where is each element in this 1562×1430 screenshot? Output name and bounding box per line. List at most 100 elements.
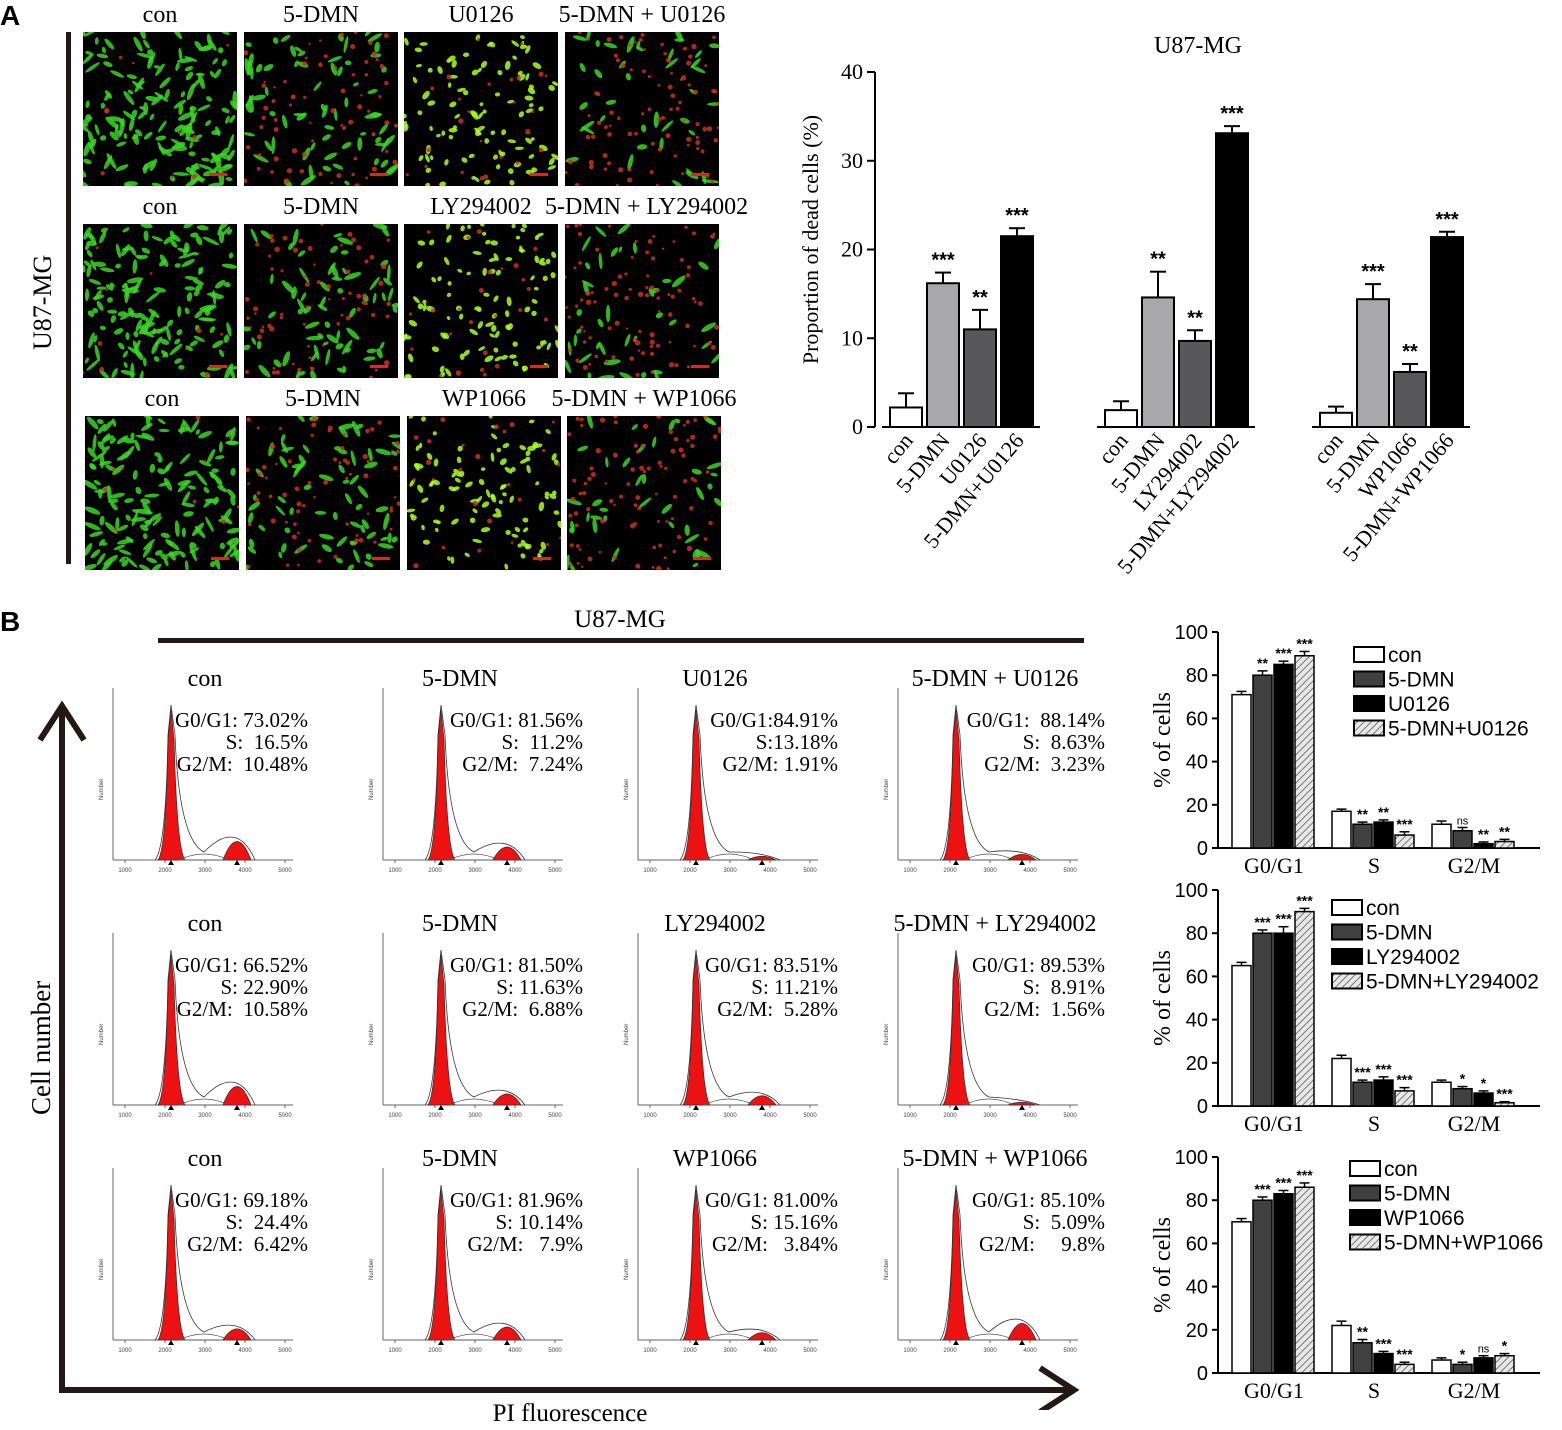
legend-label: 5-DMN+LY294002 xyxy=(1366,971,1539,994)
g2m-peak xyxy=(1007,1322,1037,1341)
histogram-title: 5-DMN + WP1066 xyxy=(902,1146,1088,1172)
micrograph-label: WP1066 xyxy=(442,386,526,412)
fit-outline xyxy=(154,704,256,861)
y-tick-label: 0 xyxy=(1197,1096,1208,1118)
scale-bar xyxy=(370,173,388,176)
g2m-peak xyxy=(1007,1101,1037,1106)
x-tick-label: G0/G1 xyxy=(1244,1378,1304,1403)
legend-label: con xyxy=(1366,897,1400,920)
histogram-x-tick-label: 3000 xyxy=(198,868,212,874)
y-tick-label: 80 xyxy=(1186,923,1208,945)
histogram-x-tick-label: 3000 xyxy=(198,1348,212,1354)
significance-label: ** xyxy=(1499,823,1510,839)
significance-label: *** xyxy=(1296,635,1313,651)
histogram-title: WP1066 xyxy=(673,1146,757,1172)
s-phase-percentage: S: 22.90% xyxy=(220,975,308,999)
micrograph-label: con xyxy=(142,194,178,220)
histogram-x-tick-label: 4000 xyxy=(763,1113,777,1119)
histogram-y-label: Number xyxy=(99,1024,105,1045)
s-phase-percentage: S: 5.09% xyxy=(1022,1210,1105,1234)
g0g1-peak xyxy=(942,954,971,1106)
x-tick-label: G2/M xyxy=(1448,1111,1501,1136)
scale-bar xyxy=(693,557,711,560)
bar xyxy=(1452,1363,1473,1374)
fluorescence-micrograph xyxy=(407,416,561,570)
s-phase-percentage: S: 11.2% xyxy=(501,730,583,754)
bar xyxy=(1000,235,1034,428)
bar xyxy=(1394,1090,1415,1107)
s-phase-curve xyxy=(963,853,1015,861)
g0g1-percentage: G0/G1: 88.14% xyxy=(966,708,1105,732)
histogram-x-tick-label: 1000 xyxy=(903,1113,917,1119)
bar xyxy=(1104,409,1138,429)
s-phase-percentage: S:13.18% xyxy=(755,730,838,754)
histogram-x-tick-label: 5000 xyxy=(803,1113,817,1119)
g0g1-percentage: G0/G1: 69.18% xyxy=(175,1188,308,1212)
g2m-percentage: G2/M: 7.9% xyxy=(467,1232,584,1256)
histogram-x-tick-label: 5000 xyxy=(1063,1348,1077,1354)
legend-swatch xyxy=(1331,923,1363,941)
y-tick-label: 60 xyxy=(1186,708,1208,730)
g2m-marker xyxy=(504,860,510,865)
x-tick-label: S xyxy=(1368,1111,1380,1136)
g0g1-percentage: G0/G1: 66.52% xyxy=(175,953,308,977)
histogram-y-label: Number xyxy=(369,1259,375,1280)
histogram-x-tick-label: 2000 xyxy=(428,868,442,874)
y-tick-label: 80 xyxy=(1186,1190,1208,1212)
g2m-peak xyxy=(222,841,252,861)
histogram-x-tick-label: 3000 xyxy=(983,1113,997,1119)
legend-label: 5-DMN xyxy=(1384,1183,1451,1206)
significance-label: ** xyxy=(1378,804,1389,820)
micrograph-label: 5-DMN + U0126 xyxy=(558,2,726,28)
bar xyxy=(1231,1221,1252,1374)
g0g1-peak xyxy=(157,954,186,1106)
flow-histogram: 1000 2000 3000 4000 5000 Number xyxy=(620,680,825,885)
bar xyxy=(1273,663,1294,849)
legend-swatch xyxy=(1349,1209,1381,1226)
panel-a-letter: A xyxy=(0,0,21,31)
significance-label: *** xyxy=(1254,1181,1271,1197)
bar xyxy=(1394,1363,1415,1374)
g2m-percentage: G2/M: 10.58% xyxy=(176,997,308,1021)
x-tick-label: S xyxy=(1368,1378,1380,1403)
y-tick-label: 100 xyxy=(1175,1147,1208,1169)
bar xyxy=(1331,1324,1352,1374)
legend-label: WP1066 xyxy=(1384,1207,1465,1230)
significance-label: * xyxy=(1460,1346,1466,1362)
g2m-percentage: G2/M: 7.24% xyxy=(462,752,583,776)
y-tick-label: 40 xyxy=(1186,1277,1208,1299)
g2m-marker xyxy=(1019,1340,1025,1345)
bar xyxy=(1352,1342,1373,1374)
legend-label: 5-DMN+U0126 xyxy=(1388,718,1529,741)
g0g1-marker xyxy=(438,1340,444,1345)
dead-cells-chart: U87-MG 0 10 20 30 40 Proportion of dead cells … xyxy=(798,33,1470,578)
histogram-x-tick-label: 3000 xyxy=(983,1348,997,1354)
fit-outline xyxy=(679,704,781,861)
bar xyxy=(1394,834,1415,849)
flow-histogram: 1000 2000 3000 4000 5000 Number xyxy=(95,925,300,1130)
histogram-x-tick-label: 5000 xyxy=(278,868,292,874)
histogram-title: 5-DMN xyxy=(422,1146,498,1172)
s-phase-percentage: S: 8.91% xyxy=(1022,975,1105,999)
g0g1-marker xyxy=(693,1105,699,1110)
significance-label: *** xyxy=(1361,261,1385,283)
scale-bar xyxy=(533,557,551,560)
g0g1-percentage: G0/G1:84.91% xyxy=(710,708,838,732)
histogram-x-tick-label: 2000 xyxy=(158,1348,172,1354)
fluorescence-micrograph xyxy=(244,224,398,378)
g2m-percentage: G2/M: 6.42% xyxy=(187,1232,308,1256)
bar xyxy=(926,282,960,428)
g0g1-marker xyxy=(953,1340,959,1345)
g0g1-percentage: G0/G1: 81.50% xyxy=(450,953,583,977)
s-phase-percentage: S: 11.63% xyxy=(496,975,583,999)
micrograph-label: con xyxy=(142,2,178,28)
bar xyxy=(1473,842,1494,849)
bar xyxy=(1141,296,1175,428)
g0g1-percentage: G0/G1: 81.00% xyxy=(705,1188,838,1212)
s-phase-curve xyxy=(178,853,230,861)
fit-outline xyxy=(424,1184,526,1341)
flow-histogram: 1000 2000 3000 4000 5000 Number xyxy=(95,1160,300,1365)
flow-histogram: 1000 2000 3000 4000 5000 Number xyxy=(365,680,570,885)
bar xyxy=(1494,840,1515,849)
